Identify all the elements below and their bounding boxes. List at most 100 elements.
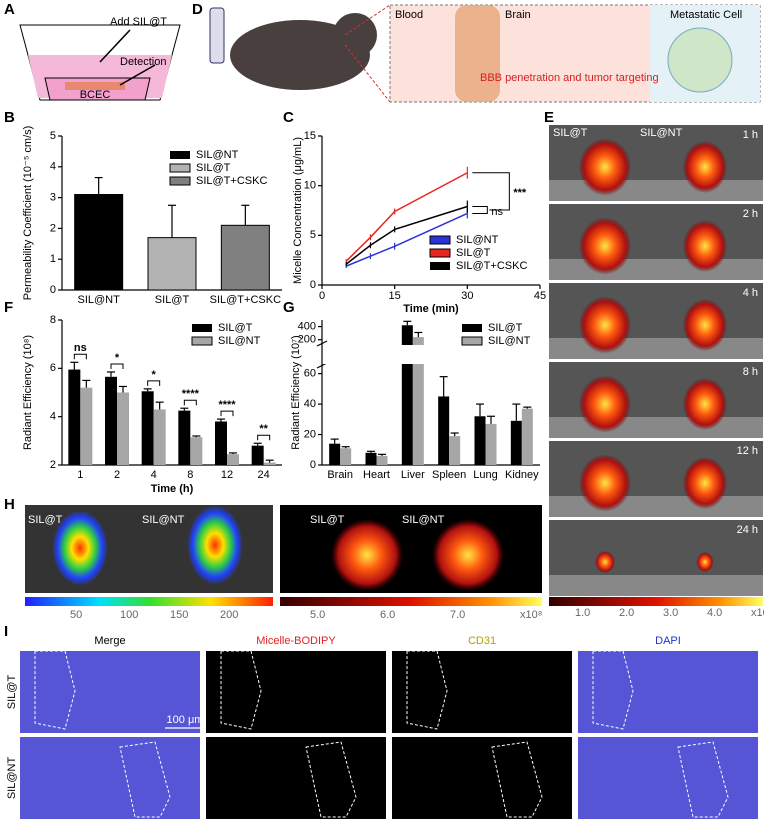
legend-swatch: [461, 336, 483, 346]
panel-label: I: [4, 623, 8, 640]
label: 2 h: [743, 208, 758, 220]
signal: [682, 299, 728, 351]
bracket: [220, 410, 234, 417]
panel-label: E: [544, 109, 554, 126]
y-tick-label: 2: [50, 222, 56, 234]
bracket: [147, 380, 161, 386]
y-tick-label: 0: [50, 284, 56, 296]
label: Merge: [94, 635, 125, 647]
label: SIL@T: [553, 127, 588, 139]
image: [549, 180, 763, 201]
y-tick-label: 15: [304, 130, 316, 142]
axis-title: Radiant Efficiency (10⁷): [290, 335, 302, 449]
label: SIL@NT: [142, 514, 185, 526]
label: Brain: [505, 9, 531, 21]
legend-label: SIL@NT: [456, 234, 499, 246]
x-tick-label: 30: [461, 290, 473, 302]
label: 1 h: [743, 129, 758, 141]
bracket: [257, 434, 271, 441]
bar: [521, 408, 533, 465]
label: 150: [170, 609, 188, 621]
bracket: [110, 363, 124, 369]
illustrations: [19, 4, 763, 819]
bar: [153, 409, 166, 465]
y-tick-label: 60: [304, 368, 316, 380]
x-tick-label: 1: [77, 469, 83, 481]
label: 8 h: [743, 366, 758, 378]
bar: [485, 423, 497, 465]
label: 50: [70, 609, 82, 621]
label: 24 h: [737, 524, 758, 536]
legend-swatch: [170, 151, 190, 159]
label: DAPI: [655, 635, 681, 647]
label: SIL@T: [28, 514, 63, 526]
label: CD31: [468, 635, 496, 647]
legend-swatch: [429, 248, 451, 258]
x-tick-label: SIL@T: [155, 294, 190, 306]
x-tick-label: 45: [534, 290, 546, 302]
y-tick-label: 0: [310, 279, 316, 291]
bar: [178, 410, 191, 465]
panel-label: B: [4, 109, 15, 126]
signal: [682, 220, 728, 272]
x-tick-label: SIL@T+CSKC: [210, 294, 281, 306]
legend-swatch: [429, 235, 451, 245]
signal: [579, 138, 631, 196]
bar: [263, 462, 276, 465]
legend-label: SIL@NT: [218, 335, 261, 347]
annotation: ****: [218, 399, 236, 411]
outline: [34, 650, 76, 730]
x-tick-label: 2: [114, 469, 120, 481]
bar: [510, 420, 522, 465]
panel-label: G: [283, 299, 295, 316]
x-tick-label: 24: [258, 469, 270, 481]
label: 3.0: [663, 607, 678, 619]
legend-swatch: [191, 336, 213, 346]
image: [549, 259, 763, 280]
annotation: *: [115, 352, 120, 364]
annotation: **: [259, 423, 268, 435]
y-tick-label: 2: [50, 459, 56, 471]
label: 1.0: [575, 607, 590, 619]
legend-label: SIL@T: [218, 322, 253, 334]
y-tick-label: 1: [50, 253, 56, 265]
bar: [365, 452, 377, 465]
label: SIL@NT: [640, 127, 683, 139]
label: SIL@NT: [6, 757, 18, 800]
label: Metastatic Cell: [670, 9, 742, 21]
signal: [579, 217, 631, 275]
x-tick-label: Kidney: [505, 469, 539, 481]
label: Blood: [395, 9, 423, 21]
bracket: [472, 172, 510, 211]
bar: [227, 454, 239, 465]
legend-swatch: [169, 176, 191, 186]
y-tick-label: 6: [50, 362, 56, 374]
label: 200: [220, 609, 238, 621]
bar: [449, 436, 461, 465]
label: 7.0: [450, 609, 465, 621]
bar: [401, 325, 413, 465]
line: [316, 340, 328, 347]
y-tick-label: 10: [304, 180, 316, 192]
axis-title: Micelle Concentration (μg/mL): [292, 137, 304, 284]
annotation: ns: [74, 342, 87, 354]
legend-label: SIL@T+CSKC: [196, 175, 267, 187]
bar: [215, 421, 227, 465]
micrograph: [206, 651, 386, 733]
bar: [220, 224, 270, 291]
label: 12 h: [737, 445, 758, 457]
panel-label: A: [4, 1, 15, 18]
label: SIL@T: [6, 675, 18, 710]
label: 4 h: [743, 287, 758, 299]
panel-label: H: [4, 496, 15, 513]
legend-swatch: [169, 163, 191, 173]
bar: [474, 416, 486, 465]
bar: [74, 194, 124, 291]
annotation: ns: [491, 206, 503, 218]
label: 100: [120, 609, 138, 621]
bar: [190, 437, 203, 465]
bracket: [73, 353, 87, 360]
panel-label: D: [192, 1, 203, 18]
signal: [682, 378, 728, 430]
